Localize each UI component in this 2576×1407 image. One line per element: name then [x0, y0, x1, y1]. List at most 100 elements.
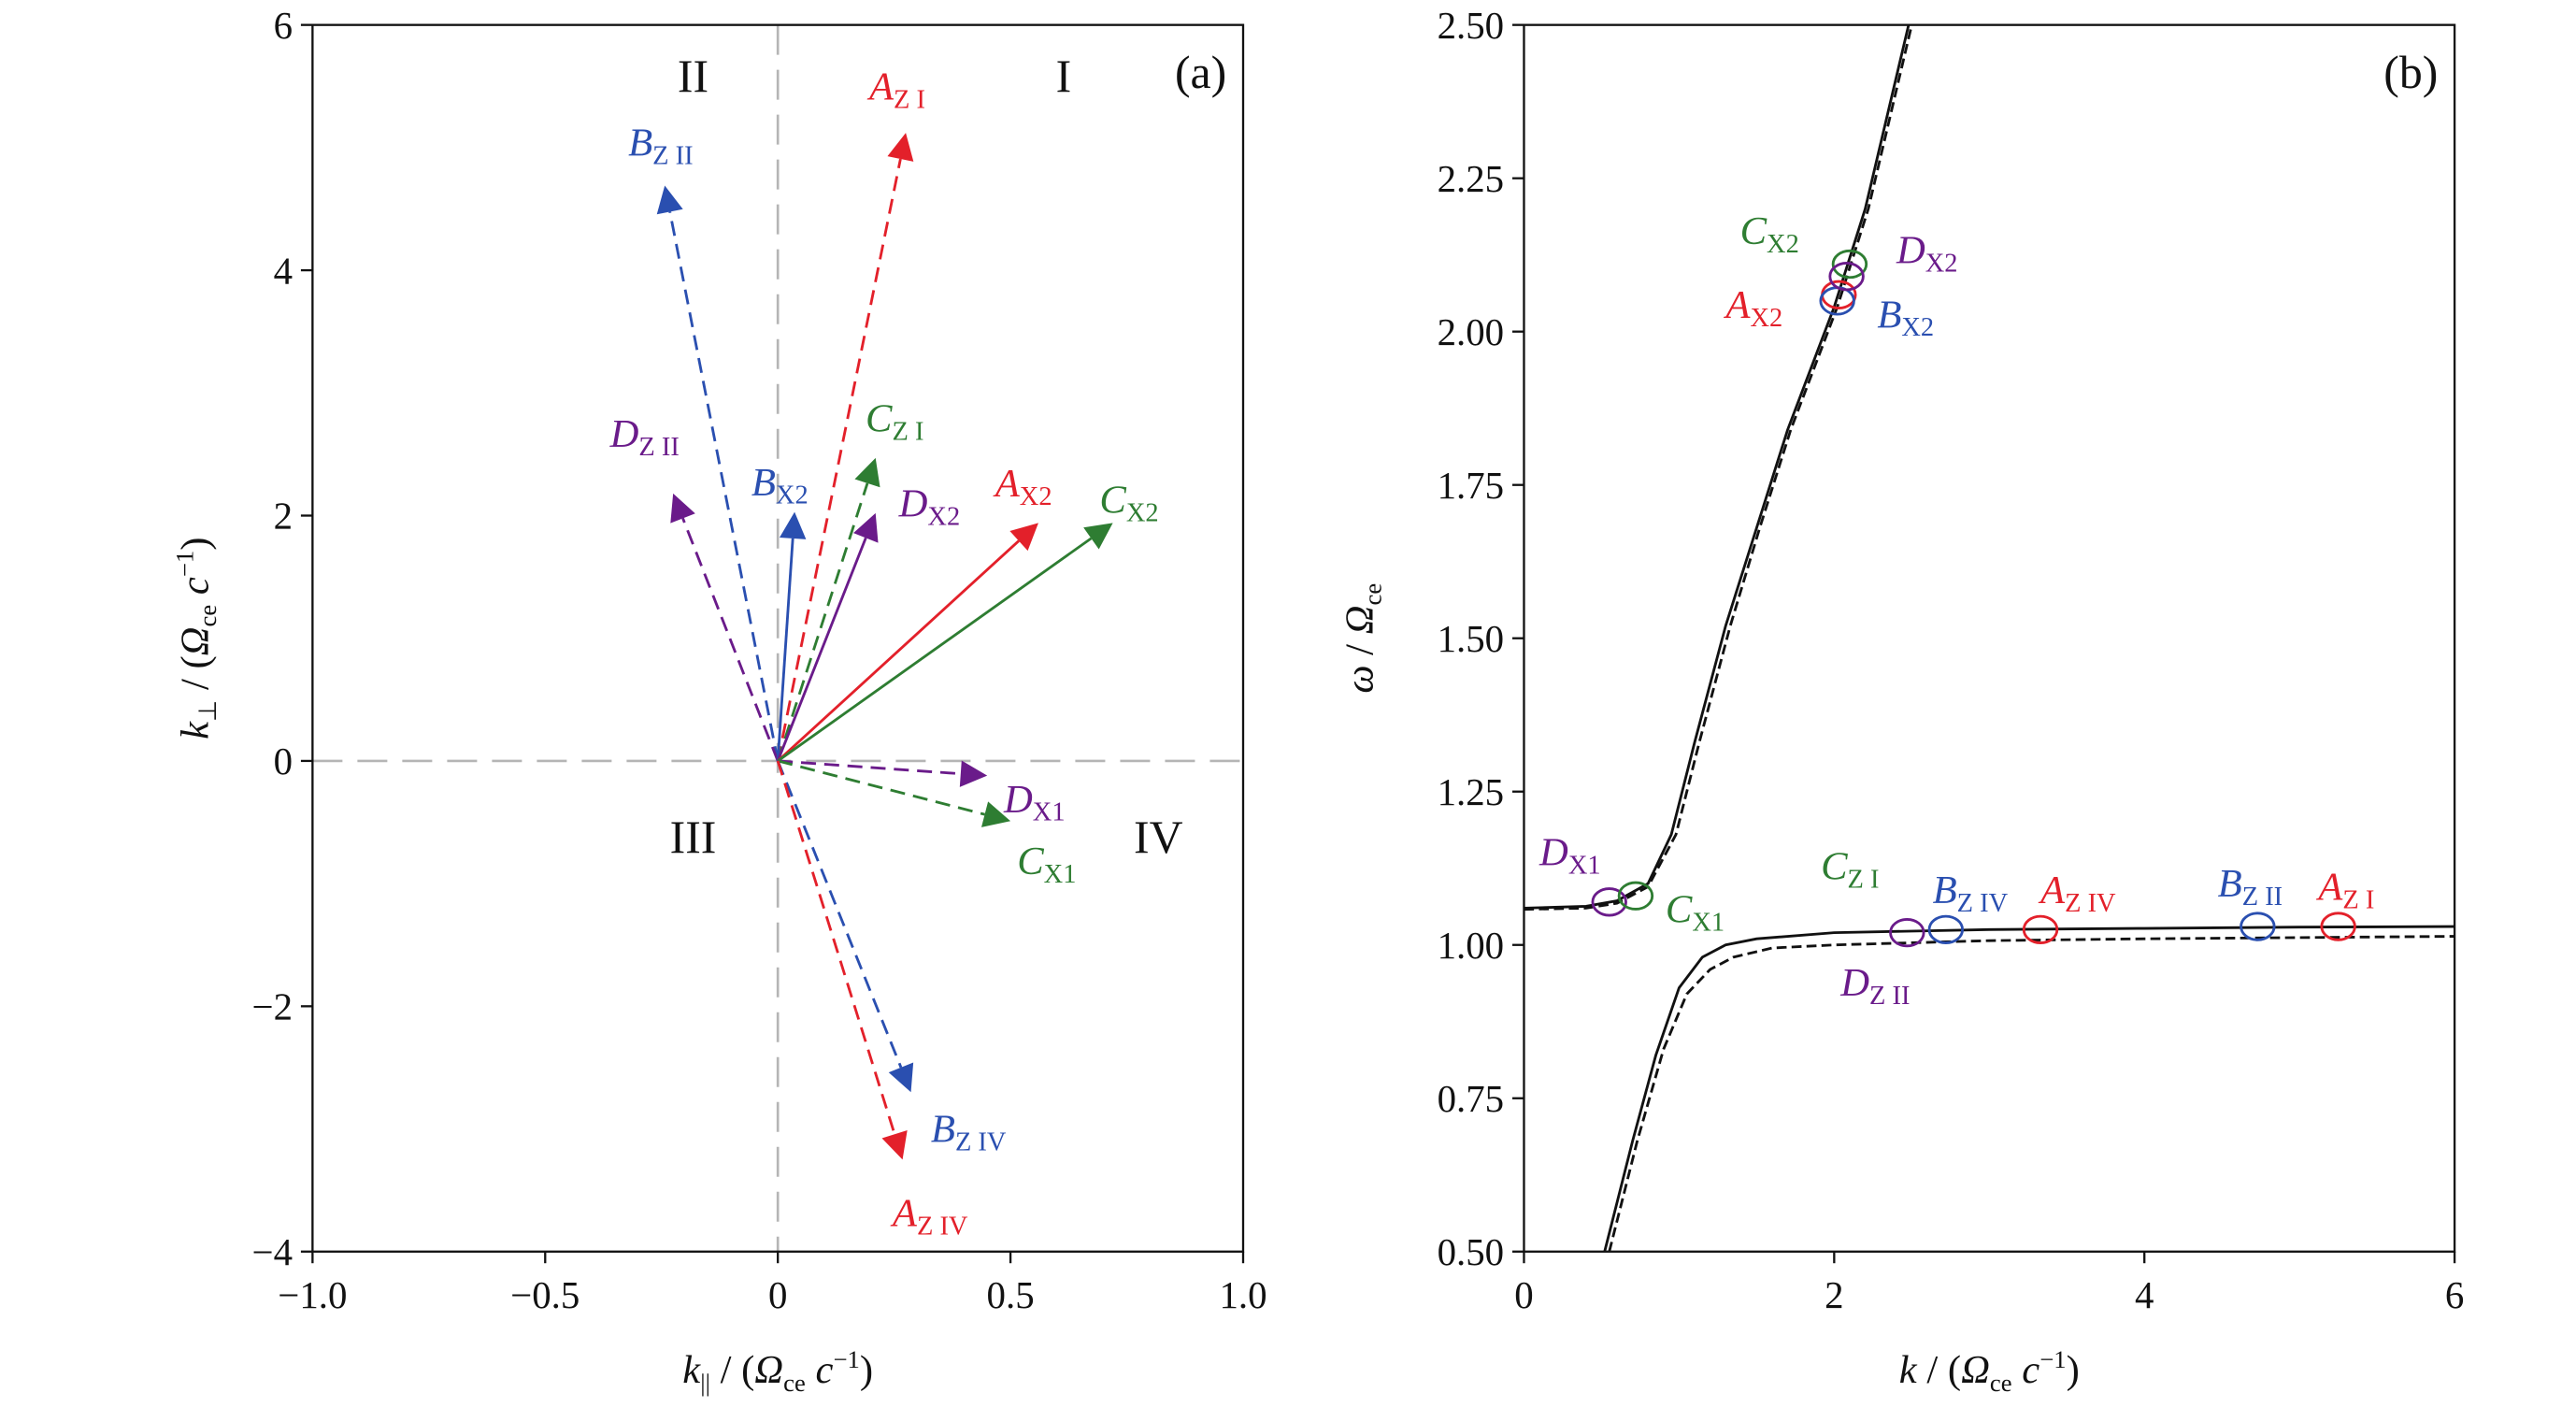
marker-D-ZII	[1889, 917, 1925, 948]
marker-label: DX2	[1896, 228, 1958, 278]
vector-D-X2	[776, 537, 867, 762]
dispersion-curve	[1608, 935, 2455, 1252]
y-tick-label: 1.50	[1438, 618, 1505, 660]
x-tick-label: 6	[2445, 1274, 2464, 1316]
label-part: Z I	[2342, 886, 2374, 915]
marker-label: DX1	[1538, 831, 1601, 881]
label-part: D	[1896, 228, 1925, 272]
y-tick-label: 1.75	[1438, 465, 1505, 507]
vector-label: BZ II	[628, 122, 693, 171]
dispersion-curve	[1603, 925, 2455, 1252]
y-tick-label: 0.50	[1438, 1231, 1505, 1273]
y-tick-label: 0	[274, 740, 293, 782]
vector-label: CZ I	[866, 396, 923, 446]
label-part: Z I	[893, 417, 924, 446]
label-part: D	[898, 481, 928, 525]
curves	[1524, 24, 2455, 1252]
marker-label: BX2	[1877, 293, 1934, 342]
marker-C-X2	[1831, 249, 1868, 280]
label-part: A	[866, 65, 894, 109]
vector-A-ZIV	[776, 760, 896, 1135]
marker-B-ZIV	[1927, 914, 1965, 944]
x-tick-label: 1.0	[1219, 1274, 1267, 1316]
label-part: k	[173, 721, 217, 739]
label-part: ce	[1990, 1369, 2012, 1397]
label-part: B	[628, 122, 652, 165]
label-part: Z IV	[1957, 889, 2009, 918]
y-tick-label: 2.00	[1438, 311, 1505, 353]
label-part: /	[1338, 634, 1382, 665]
label-part: D	[1538, 831, 1568, 875]
label-part: −1	[833, 1345, 859, 1373]
marker-D-X2	[1828, 262, 1865, 292]
label-part: ||	[700, 1369, 710, 1397]
marker-B-ZII	[2240, 912, 2276, 941]
label-part: c	[2012, 1348, 2040, 1392]
label-part: C	[866, 396, 893, 440]
y-tick-label: 1.25	[1438, 771, 1505, 813]
vector-D-X1	[778, 759, 961, 776]
label-part: C	[1099, 479, 1126, 523]
vector-C-ZI	[776, 482, 869, 762]
label-part: A	[1723, 283, 1751, 327]
label-part: D	[609, 412, 639, 456]
label-part: X1	[1044, 860, 1077, 889]
quadrant-label: I	[1056, 50, 1072, 102]
vector-label: CX1	[1017, 840, 1076, 889]
label-part: Ω	[173, 626, 217, 655]
label-part: Ω	[1338, 605, 1382, 634]
label-part: X2	[776, 481, 809, 510]
label-part: B	[1877, 293, 1901, 337]
label-part: X1	[1033, 798, 1066, 827]
label-part: X2	[1925, 249, 1958, 278]
y-tick-label: 4	[274, 250, 293, 292]
arrowhead	[881, 1129, 908, 1160]
vector-C-X1	[777, 759, 985, 816]
label-part: Z II	[2242, 883, 2283, 912]
y-tick-label: −4	[252, 1231, 293, 1273]
vector-label: AZ IV	[890, 1191, 968, 1241]
label-part: A	[890, 1191, 918, 1235]
quadrant-label: III	[670, 811, 717, 863]
label-part: Z IV	[917, 1212, 968, 1241]
panel-label: (b)	[2383, 47, 2438, 98]
arrowhead	[959, 760, 988, 787]
label-part: ce	[193, 605, 222, 627]
vector-label: BZ IV	[931, 1108, 1007, 1157]
panel-label: (a)	[1175, 47, 1226, 98]
label-part: −1	[2039, 1345, 2066, 1373]
panel-b: 0 2 4 6 0.50 0.75 1.00 1.25 1.50 1.75 2.00 2.25 2.50…	[1338, 5, 2465, 1397]
label-part: A	[993, 462, 1021, 506]
marker-label: BZ IV	[1933, 869, 2009, 918]
label-part: ω	[1338, 666, 1382, 694]
y-tick-label: 2	[274, 495, 293, 538]
y-tick-label: −2	[252, 986, 293, 1028]
arrowhead	[887, 133, 914, 162]
x-tick-label: −0.5	[510, 1274, 580, 1316]
vector-label: CX2	[1099, 479, 1158, 528]
label-part: C	[1821, 845, 1848, 889]
vector-A-ZI	[776, 158, 902, 762]
marker-label: DZ II	[1839, 961, 1910, 1011]
label-part: Z IV	[955, 1127, 1007, 1156]
panel-b-frame	[1523, 23, 2456, 1253]
vector-label: DX2	[898, 481, 961, 531]
x-tick-label: 0	[768, 1274, 787, 1316]
vector-D-ZII	[681, 517, 780, 762]
label-part: / (	[710, 1348, 754, 1392]
x-tick-label: −1.0	[278, 1274, 347, 1316]
x-tick-label: 0	[1514, 1274, 1533, 1316]
marker-A-ZIV	[2022, 914, 2059, 944]
vector-A-X2	[777, 539, 1020, 762]
vector-label: AZ I	[866, 65, 925, 115]
marker-D-X1	[1591, 887, 1627, 917]
label-part: / (	[173, 655, 217, 699]
arrowhead	[854, 457, 880, 488]
dispersion-curve	[1524, 24, 1911, 910]
marker-label: CX1	[1666, 888, 1724, 938]
label-part: X1	[1568, 852, 1601, 881]
x-axis-label: k|| / (Ωce c−1)	[682, 1345, 873, 1397]
y-tick-label: 2.50	[1438, 5, 1505, 47]
dispersion-curve	[1524, 24, 1913, 912]
